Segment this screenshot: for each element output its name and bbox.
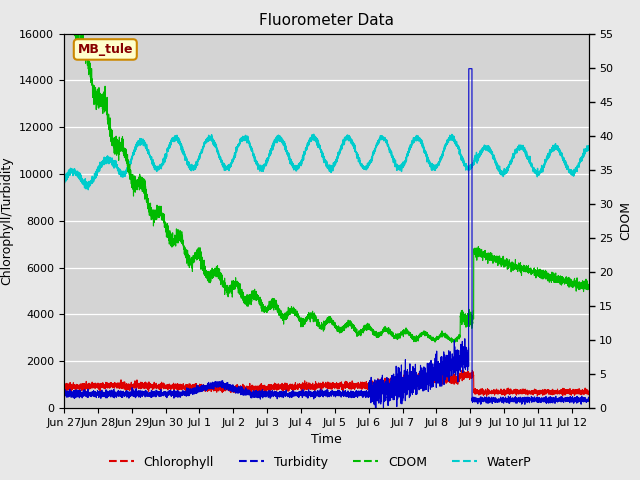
Legend: Chlorophyll, Turbidity, CDOM, WaterP: Chlorophyll, Turbidity, CDOM, WaterP (104, 451, 536, 474)
Y-axis label: Chlorophyll/Turbidity: Chlorophyll/Turbidity (1, 156, 13, 285)
Title: Fluorometer Data: Fluorometer Data (259, 13, 394, 28)
X-axis label: Time: Time (311, 433, 342, 446)
Text: MB_tule: MB_tule (77, 43, 133, 56)
Y-axis label: CDOM: CDOM (619, 201, 632, 240)
